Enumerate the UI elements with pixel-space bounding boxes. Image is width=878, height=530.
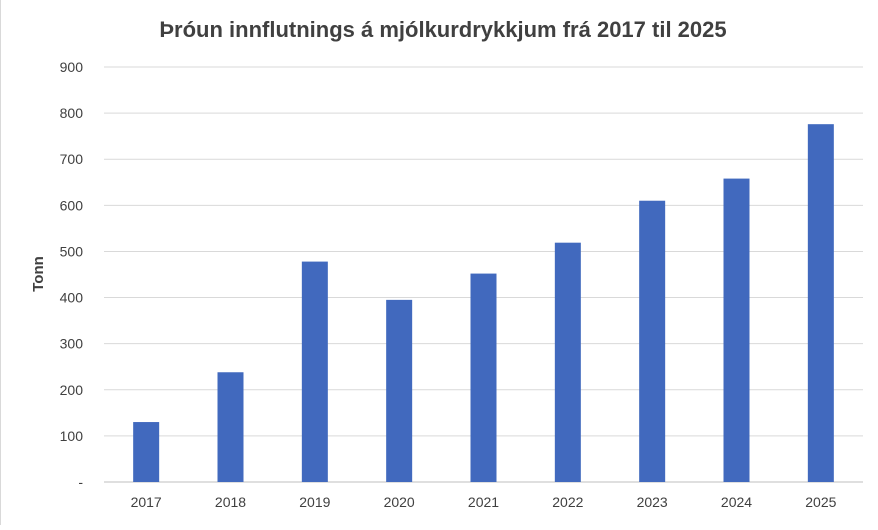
y-tick-label: - — [78, 474, 83, 490]
x-tick-label: 2024 — [721, 494, 752, 510]
y-tick-label: 600 — [60, 197, 84, 213]
x-tick-label: 2025 — [805, 494, 836, 510]
y-tick-label: 900 — [60, 59, 84, 75]
x-tick-label: 2019 — [299, 494, 330, 510]
y-tick-label: 700 — [60, 151, 84, 167]
bar-2019 — [301, 261, 328, 482]
y-tick-label: 500 — [60, 243, 84, 259]
x-tick-label: 2021 — [468, 494, 499, 510]
bars — [133, 124, 834, 483]
bar-2023 — [639, 200, 666, 482]
y-axis-title: Tonn — [30, 256, 47, 292]
y-tick-label: 100 — [60, 428, 84, 444]
y-tick-labels: - 100 200 300 400 500 600 700 800 900 — [60, 59, 84, 490]
x-tick-label: 2023 — [637, 494, 668, 510]
x-tick-label: 2017 — [131, 494, 162, 510]
bar-2021 — [470, 273, 497, 482]
y-tick-label: 400 — [60, 290, 84, 306]
bar-2017 — [133, 422, 160, 482]
chart-title: Þróun innflutnings á mjólkurdrykkjum frá… — [159, 17, 726, 42]
y-tick-label: 300 — [60, 336, 84, 352]
y-tick-label: 200 — [60, 382, 84, 398]
x-tick-labels: 2017 2018 2019 2020 2021 2022 2023 2024 2025 — [131, 494, 837, 510]
bar-2024 — [723, 178, 750, 483]
bar-2020 — [386, 299, 413, 482]
bar-2025 — [807, 124, 834, 482]
x-tick-label: 2018 — [215, 494, 246, 510]
y-tick-label: 800 — [60, 105, 84, 121]
x-tick-label: 2020 — [384, 494, 415, 510]
bar-2022 — [554, 242, 581, 482]
x-tick-label: 2022 — [552, 494, 583, 510]
bar-2018 — [217, 372, 244, 482]
